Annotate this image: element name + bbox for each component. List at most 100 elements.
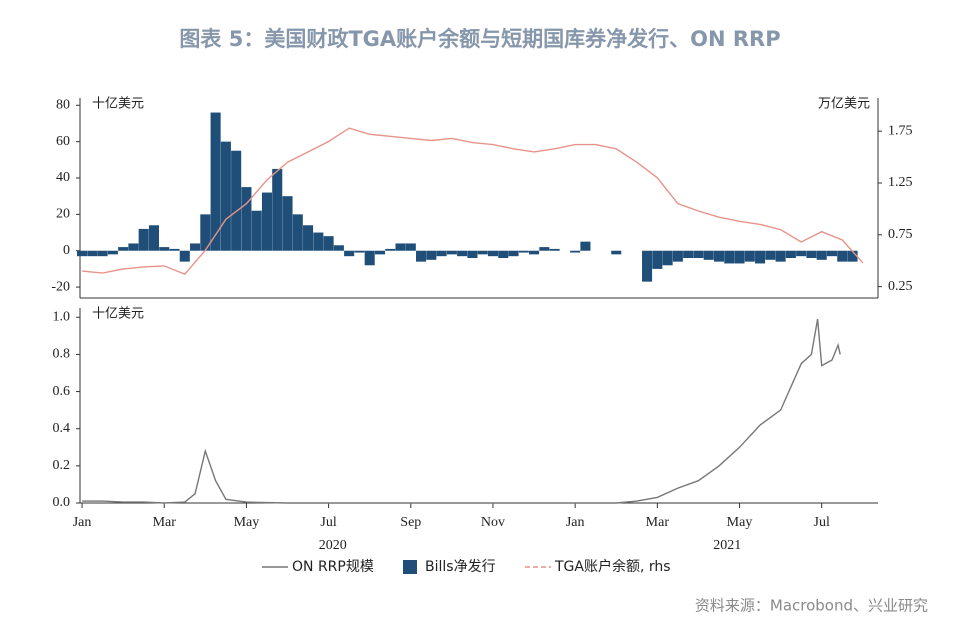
- bar: [847, 250, 858, 262]
- bar: [405, 243, 416, 251]
- bar: [487, 250, 499, 257]
- bar: [272, 168, 283, 251]
- bar: [436, 250, 447, 257]
- bar: [683, 250, 694, 258]
- bar: [713, 250, 725, 262]
- bar: [97, 250, 108, 257]
- bar: [796, 250, 807, 257]
- x-tick-label: Jul: [320, 515, 336, 530]
- bar: [703, 250, 714, 260]
- bar: [580, 241, 591, 251]
- bar: [169, 248, 180, 251]
- x-tick-label: Jan: [566, 515, 585, 530]
- y2-axis-label: 万亿美元: [818, 97, 870, 112]
- bar: [354, 250, 365, 253]
- y-tick-label: 0.0: [53, 495, 71, 510]
- bar: [210, 112, 221, 251]
- bar: [323, 236, 334, 251]
- bar: [159, 247, 170, 251]
- bar: [118, 247, 129, 251]
- bar: [693, 250, 704, 258]
- y2-tick-label: 1.75: [888, 123, 913, 138]
- bar: [744, 250, 755, 262]
- bar: [611, 250, 622, 255]
- bar: [313, 232, 324, 251]
- bar: [107, 250, 118, 255]
- y-tick-label: 0.2: [53, 458, 71, 473]
- bar: [539, 247, 550, 251]
- bar: [148, 225, 159, 251]
- bar: [518, 250, 529, 253]
- bar: [529, 250, 540, 255]
- x-tick-label: May: [234, 515, 260, 530]
- y-tick-label: 0.4: [53, 421, 71, 436]
- bar: [724, 250, 735, 264]
- bar: [498, 250, 509, 258]
- x-tick-label: Nov: [481, 515, 505, 530]
- y-tick-label: -20: [51, 279, 70, 294]
- chart-title: 图表 5：美国财政TGA账户余额与短期国库券净发行、ON RRP: [179, 27, 780, 51]
- bar: [549, 248, 560, 251]
- bar: [179, 250, 190, 262]
- bar: [200, 214, 211, 251]
- bar: [755, 250, 766, 264]
- y-tick-label: 1.0: [53, 310, 71, 325]
- x-tick-label: Mar: [153, 515, 177, 530]
- bar: [190, 243, 201, 251]
- year-label: 2021: [713, 538, 741, 553]
- x-tick-label: May: [727, 515, 753, 530]
- bar: [446, 250, 457, 255]
- bar: [364, 250, 375, 266]
- bar: [765, 250, 776, 260]
- y-tick-label: 80: [56, 97, 70, 112]
- bar: [467, 250, 478, 258]
- bar: [344, 250, 355, 257]
- bar: [570, 250, 581, 253]
- line: [82, 127, 864, 276]
- bar: [426, 250, 437, 260]
- x-tick-label: Mar: [646, 515, 670, 530]
- bar: [374, 250, 386, 255]
- line: [82, 318, 841, 504]
- x-tick-label: Jan: [73, 515, 92, 530]
- bar: [241, 187, 252, 251]
- bar: [734, 250, 745, 264]
- bar: [672, 250, 683, 262]
- bar: [837, 250, 848, 262]
- x-tick-label: Jul: [814, 515, 830, 530]
- y-tick-label: 40: [56, 170, 70, 185]
- bar: [785, 250, 796, 258]
- bar: [652, 250, 663, 269]
- source: 资料来源：Macrobond、兴业研究: [695, 597, 928, 615]
- bar: [642, 250, 653, 282]
- legend-label: ON RRP规模: [292, 559, 374, 575]
- y2-tick-label: 0.25: [888, 279, 913, 294]
- bar: [816, 250, 827, 260]
- bar: [292, 214, 303, 251]
- bar: [333, 245, 344, 251]
- y2-tick-label: 0.75: [888, 227, 913, 242]
- bar: [251, 210, 262, 251]
- bar: [826, 250, 838, 257]
- bar: [128, 243, 139, 251]
- bar: [806, 250, 817, 258]
- y-tick-label: 0.8: [53, 347, 71, 362]
- y-tick-label: 60: [56, 134, 70, 149]
- bar: [261, 192, 273, 251]
- bar: [395, 243, 406, 251]
- bar: [220, 141, 231, 251]
- year-label: 2020: [319, 538, 347, 553]
- y-tick-label: 20: [56, 207, 70, 222]
- bar: [77, 250, 88, 257]
- bar: [303, 225, 314, 251]
- y2-tick-label: 1.25: [888, 175, 913, 190]
- bar: [87, 250, 98, 257]
- bar: [457, 250, 468, 257]
- y-axis-label: 十亿美元: [92, 97, 144, 112]
- y-tick-label: 0: [63, 243, 70, 258]
- y-axis-label: 十亿美元: [92, 307, 144, 322]
- bar: [416, 250, 427, 262]
- bar: [775, 250, 786, 262]
